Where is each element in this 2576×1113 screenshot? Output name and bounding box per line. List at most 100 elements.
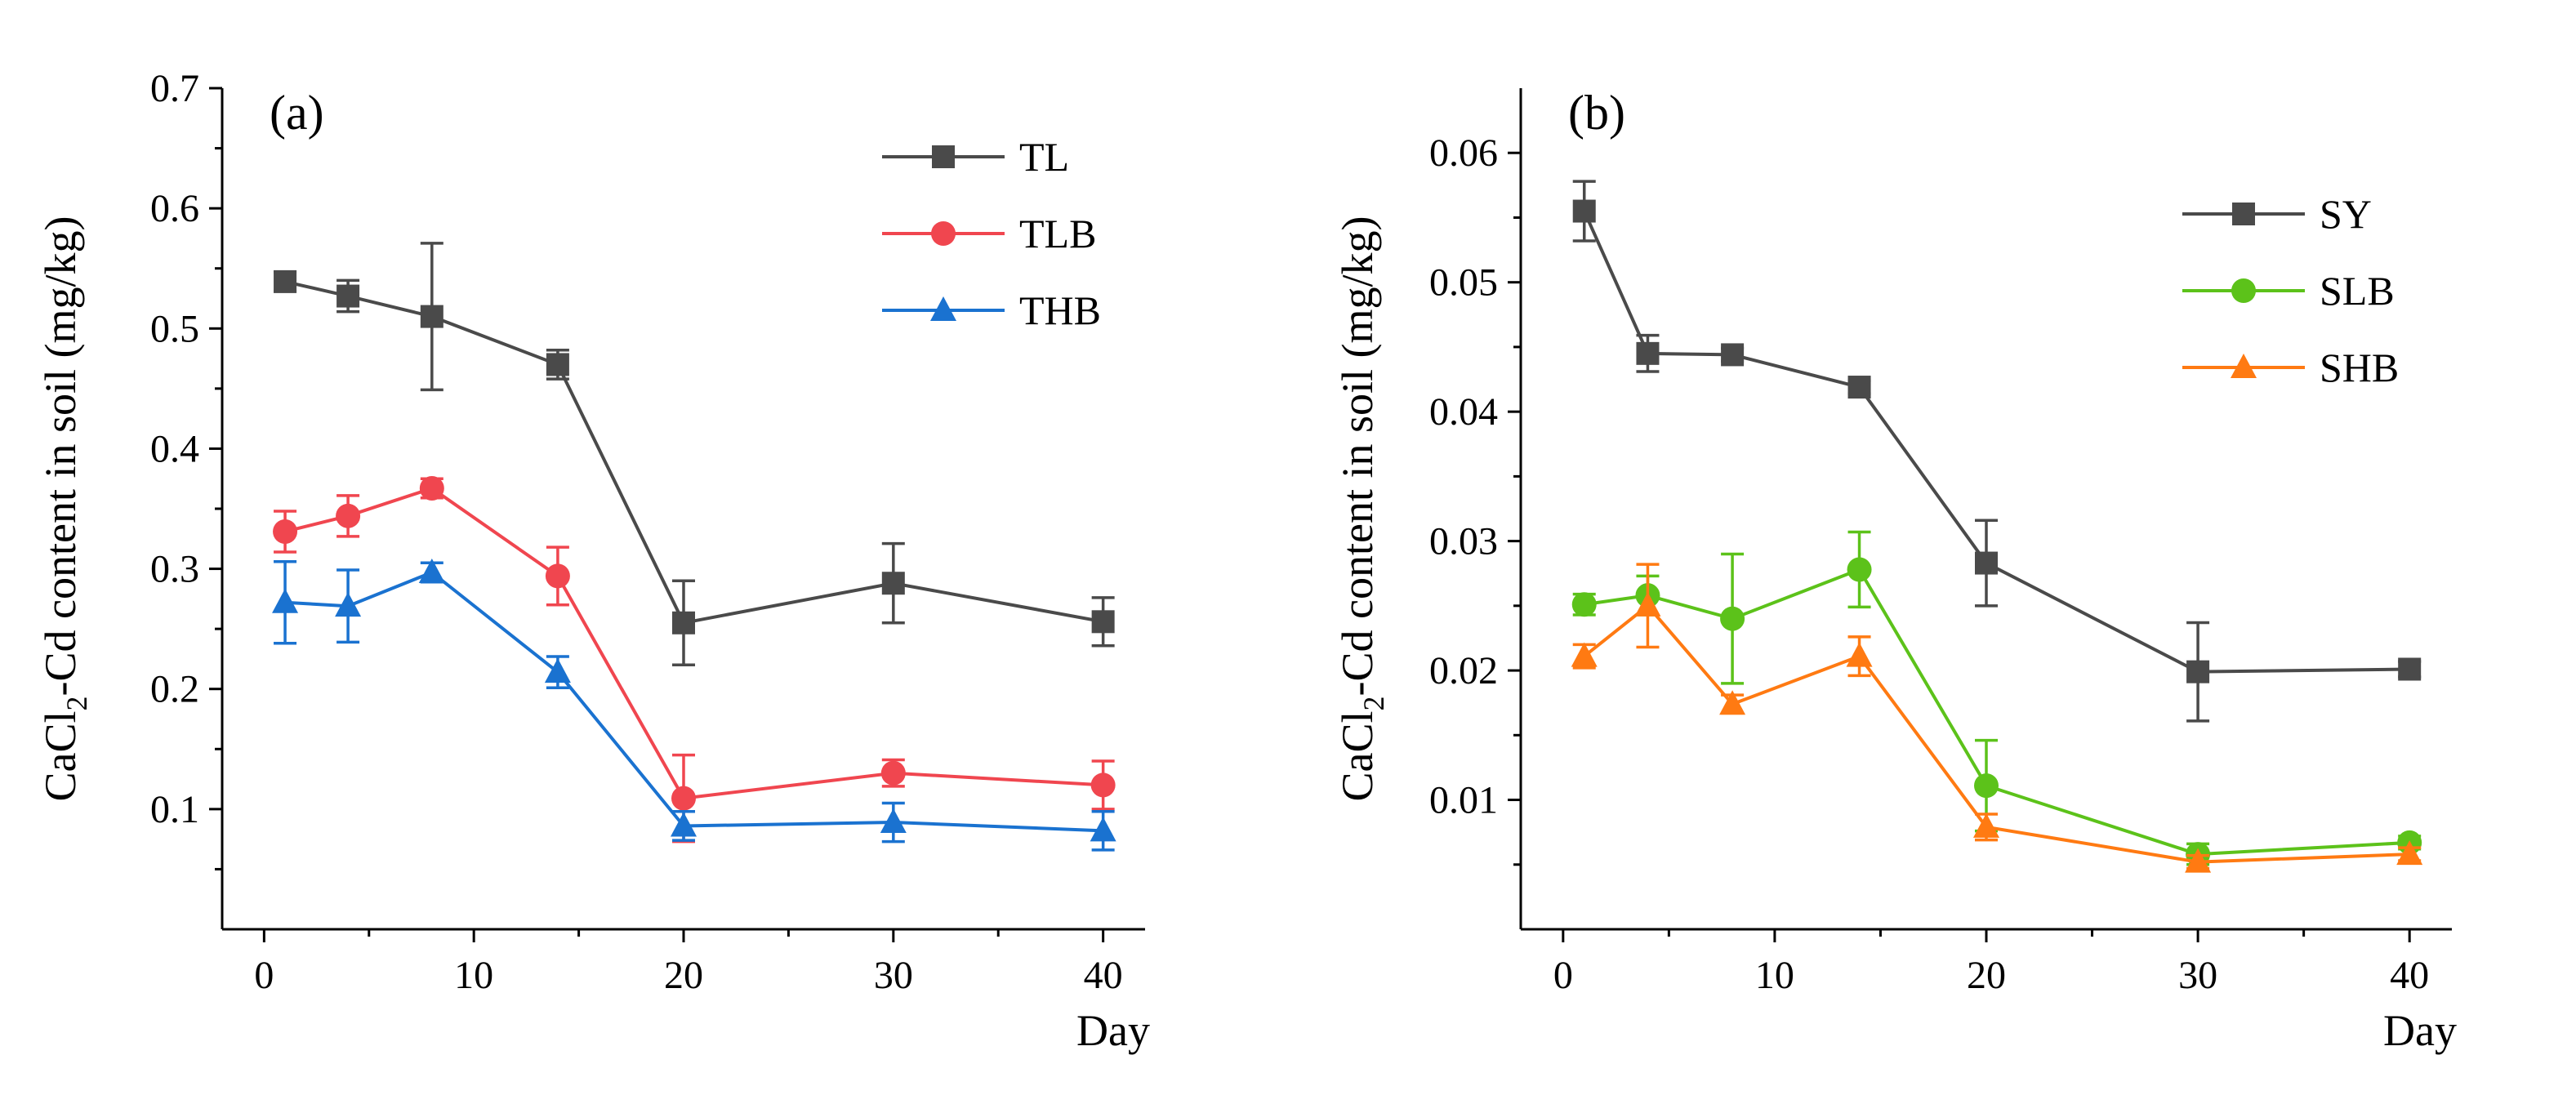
data-point-SY: [1847, 376, 1871, 399]
y-tick-label: 0.6: [150, 187, 199, 230]
series-line-SLB: [1584, 567, 2410, 857]
legend-marker: [2231, 354, 2257, 378]
legend-marker: [931, 221, 956, 246]
legend-item-TL: TL: [882, 134, 1069, 180]
x-tick-label: 40: [2390, 954, 2429, 997]
legend-marker: [930, 296, 956, 321]
data-point-SHB: [1634, 591, 1661, 617]
data-point-TL: [336, 284, 360, 308]
series-THB: [272, 558, 1116, 852]
data-point-TLB: [545, 563, 570, 589]
x-axis-title: Day: [2383, 1006, 2457, 1055]
data-point-TLB: [419, 475, 444, 501]
data-point-SHB: [1973, 812, 1999, 838]
y-axis-title: CaCl2-Cd content in soil (mg/kg): [36, 216, 93, 802]
data-point-SLB: [1847, 557, 1872, 582]
y-tick-label: 0.4: [150, 427, 199, 470]
data-point-THB: [544, 658, 571, 683]
y-axis-title-part: CaCl: [1333, 710, 1382, 801]
y-axis-title-part: CaCl: [36, 710, 85, 801]
legend-item-SY: SY: [2182, 191, 2372, 237]
data-point-SY: [1721, 343, 1745, 367]
data-point-SHB: [2396, 840, 2423, 866]
series-TLB: [273, 475, 1116, 844]
data-point-THB: [335, 592, 362, 617]
data-point-TL: [672, 611, 695, 634]
data-point-SLB: [1974, 773, 1999, 799]
data-point-SLB: [1571, 592, 1597, 617]
legend-label: SY: [2320, 191, 2372, 237]
y-axis-title-part: -Cd content in soil (mg/kg): [36, 216, 85, 697]
series-SHB: [1571, 563, 2423, 873]
x-tick-label: 30: [2178, 954, 2217, 997]
data-point-THB: [1090, 817, 1116, 842]
series-line-TL: [284, 279, 1103, 626]
data-point-TL: [274, 269, 297, 293]
data-point-SY: [1636, 341, 1660, 365]
data-point-THB: [671, 812, 697, 837]
series-TL: [274, 242, 1115, 667]
data-point-SHB: [2185, 848, 2212, 873]
series-line-SY: [1582, 210, 2410, 674]
y-tick-label: 0.1: [150, 788, 199, 831]
legend-marker: [2232, 203, 2255, 225]
legend-label: SHB: [2320, 345, 2399, 390]
data-point-SHB: [1719, 690, 1746, 715]
legend-marker: [932, 145, 955, 168]
panel-label: (b): [1568, 86, 1625, 140]
data-point-SY: [2186, 660, 2210, 683]
legend-label: SLB: [2320, 268, 2395, 314]
x-tick-label: 10: [1755, 954, 1794, 997]
data-point-TL: [420, 305, 443, 328]
legend-item-SLB: SLB: [2182, 268, 2395, 314]
x-tick-label: 30: [874, 954, 913, 997]
data-point-SHB: [1846, 642, 1873, 667]
y-axis-title-subscript: 2: [1357, 696, 1390, 710]
y-tick-label: 0.04: [1429, 390, 1498, 434]
y-tick-label: 0.05: [1429, 261, 1498, 305]
y-tick-label: 0.01: [1429, 779, 1498, 822]
y-tick-label: 0.06: [1429, 131, 1498, 175]
legend-item-SHB: SHB: [2182, 345, 2399, 390]
x-tick-label: 20: [664, 954, 703, 997]
y-tick-label: 0.3: [150, 548, 199, 591]
x-tick-label: 20: [1967, 954, 2006, 997]
series-SLB: [1571, 530, 2422, 867]
x-tick-label: 40: [1084, 954, 1123, 997]
y-tick-label: 0.5: [150, 307, 199, 350]
y-axis-title: CaCl2-Cd content in soil (mg/kg): [1333, 216, 1390, 802]
y-tick-label: 0.03: [1429, 520, 1498, 563]
y-axis-title-part: -Cd content in soil (mg/kg): [1333, 216, 1382, 697]
legend-label: TL: [1019, 134, 1069, 180]
data-point-SY: [1975, 551, 1998, 575]
x-tick-label: 0: [254, 954, 274, 997]
data-point-SY: [1572, 199, 1596, 223]
data-point-SHB: [1571, 642, 1598, 667]
legend-item-THB: THB: [882, 287, 1101, 333]
chart-panel-b: 0.01 0.02 0.03 0.04 0.05 0.06 0 10 20 30 40 Day CaCl…: [1333, 86, 2457, 1055]
legend-label: TLB: [1019, 211, 1096, 256]
panel-label: (a): [270, 86, 324, 140]
y-tick-label: 0.2: [150, 668, 199, 711]
series-line-TLB: [284, 486, 1103, 800]
data-point-SY: [2398, 657, 2422, 681]
series-SY: [1572, 180, 2422, 723]
y-tick-label: 0.02: [1429, 649, 1498, 692]
data-point-TL: [881, 572, 905, 595]
data-point-TLB: [671, 786, 696, 811]
data-point-TLB: [1090, 772, 1116, 798]
data-point-TLB: [273, 519, 298, 544]
data-point-SLB: [1720, 606, 1745, 631]
y-tick-label: 0.7: [150, 67, 199, 110]
x-tick-label: 10: [454, 954, 493, 997]
data-point-TL: [546, 353, 569, 376]
legend-marker: [2231, 278, 2256, 303]
data-point-THB: [418, 558, 445, 583]
legend-label: THB: [1019, 287, 1101, 333]
x-axis-title: Day: [1076, 1006, 1150, 1055]
data-point-TL: [1091, 610, 1115, 634]
chart-panel-a: 0.1 0.2 0.3 0.4 0.5 0.6 0.7 0 10 20 30 40 Day CaCl2-C…: [36, 67, 1150, 1055]
x-tick-label: 0: [1553, 954, 1573, 997]
